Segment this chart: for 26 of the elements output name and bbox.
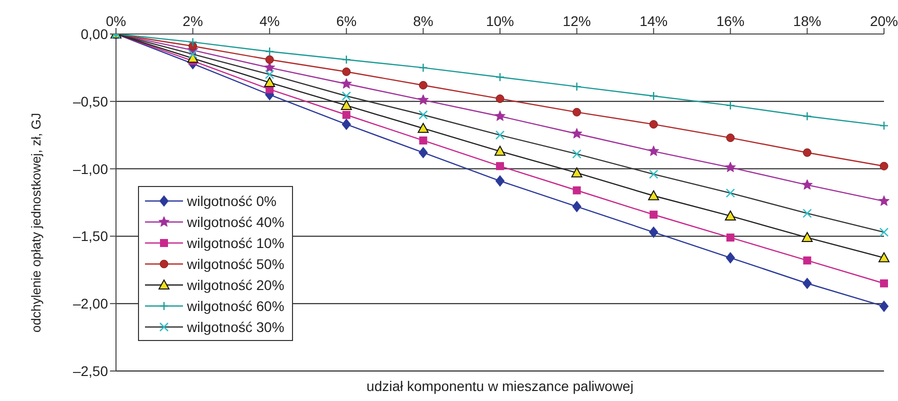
y-axis-title: odchylenie opłaty jednostkowej, zł, GJ <box>28 112 44 332</box>
legend-label: wilgotność 30% <box>187 318 284 334</box>
x-axis-title: udział komponentu w mieszance paliwowej <box>366 378 634 394</box>
x-tick-label: 8% <box>413 13 434 29</box>
x-tick-label: 14% <box>640 13 668 29</box>
x-tick-label: 20% <box>870 13 898 29</box>
x-tick-label: 2% <box>182 13 203 29</box>
legend-label: wilgotność 0% <box>187 192 276 208</box>
y-tick-label: –2,50 <box>72 362 108 379</box>
legend-label: wilgotność 50% <box>187 256 284 272</box>
y-tick-label: 0,00 <box>80 26 108 42</box>
x-tick-label: 18% <box>793 13 822 29</box>
x-tick-label: 16% <box>716 13 744 29</box>
legend-label: wilgotność 60% <box>187 298 284 314</box>
legend-label: wilgotność 20% <box>187 276 284 292</box>
y-tick-label: –2,00 <box>72 296 108 312</box>
y-tick-label: –1,50 <box>72 228 108 244</box>
legend-label: wilgotność 10% <box>187 234 284 250</box>
x-tick-label: 0% <box>106 13 126 29</box>
y-tick-label: –0,50 <box>72 93 108 110</box>
x-tick-label: 12% <box>562 13 591 29</box>
y-tick-label: –1,00 <box>72 160 108 177</box>
x-tick-label: 10% <box>486 13 514 29</box>
x-tick-label: 6% <box>336 13 357 29</box>
x-tick-label: 4% <box>259 13 280 29</box>
legend-label: wilgotność 40% <box>187 214 284 230</box>
